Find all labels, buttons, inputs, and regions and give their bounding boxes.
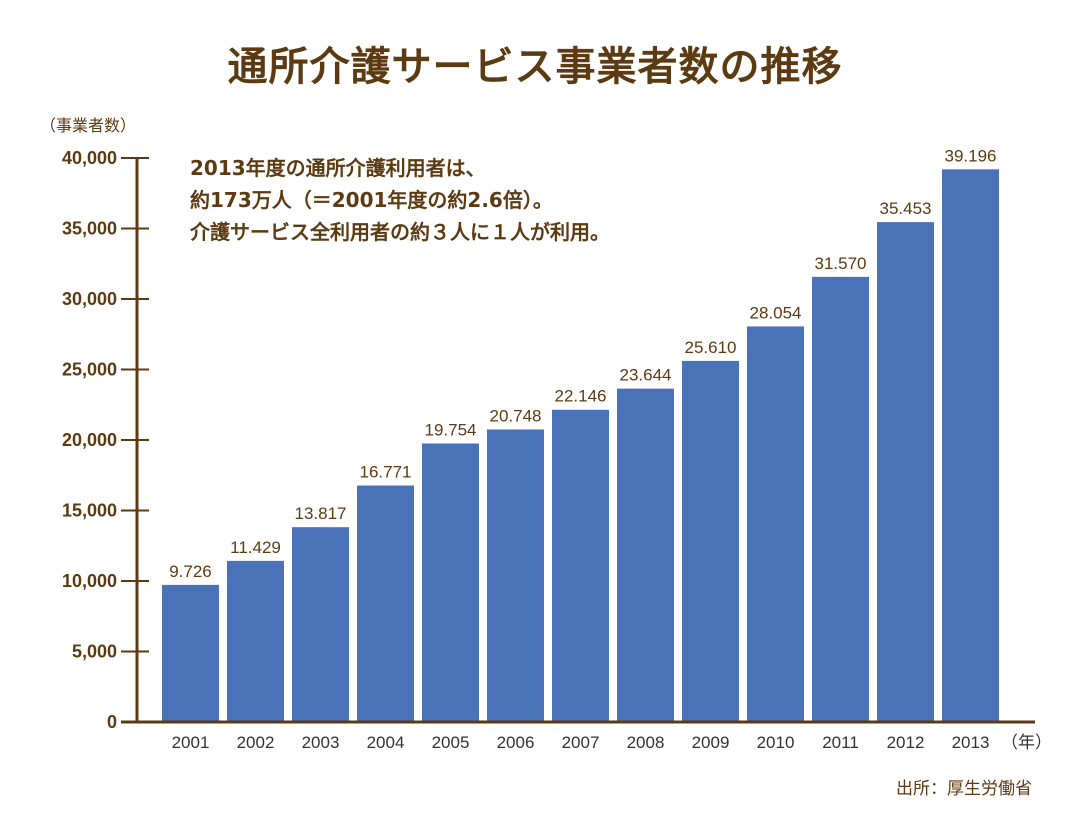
bar-2010 xyxy=(747,326,804,722)
data-label-2010: 28.054 xyxy=(750,303,802,322)
data-label-2012: 35.453 xyxy=(880,199,932,218)
y-tick-label-30000: 30,000 xyxy=(62,289,117,309)
bar-2003 xyxy=(292,527,349,722)
data-label-2004: 16.771 xyxy=(360,463,412,482)
x-tick-label-2008: 2008 xyxy=(627,733,665,752)
bar-2001 xyxy=(162,584,219,722)
bar-2008 xyxy=(617,388,674,722)
bar-2006 xyxy=(487,429,544,722)
bar-2004 xyxy=(357,485,414,722)
data-label-2006: 20.748 xyxy=(490,406,542,425)
x-tick-label-2012: 2012 xyxy=(887,733,925,752)
data-label-2003: 13.817 xyxy=(295,504,347,523)
annotation-line-3: 介護サービス全利用者の約３人に１人が利用。 xyxy=(190,220,610,244)
data-label-2005: 19.754 xyxy=(425,420,477,439)
bar-2007 xyxy=(552,409,609,722)
y-tick-label-20000: 20,000 xyxy=(62,430,117,450)
x-tick-label-2006: 2006 xyxy=(497,733,535,752)
x-axis-label: （年） xyxy=(1001,733,1052,752)
y-tick-label-25000: 25,000 xyxy=(62,360,117,380)
bar-2011 xyxy=(812,276,869,722)
source-note: 出所：厚生労働省 xyxy=(896,779,1032,799)
bar-2012 xyxy=(877,222,934,722)
y-tick-label-15000: 15,000 xyxy=(62,501,117,521)
data-label-2002: 11.429 xyxy=(230,538,281,557)
x-tick-label-2007: 2007 xyxy=(562,733,600,752)
x-tick-label-2009: 2009 xyxy=(692,733,730,752)
y-tick-label-40000: 40,000 xyxy=(62,148,117,168)
x-tick-label-2003: 2003 xyxy=(302,733,340,752)
chart-title: 通所介護サービス事業者数の推移 xyxy=(227,44,843,90)
data-label-2009: 25.610 xyxy=(685,338,737,357)
bar-2002 xyxy=(227,560,284,722)
bar-2005 xyxy=(422,443,479,722)
annotation-line-2: 約173万人（＝2001年度の約2.6倍）。 xyxy=(190,188,553,212)
x-tick-label-2002: 2002 xyxy=(237,733,275,752)
data-label-2001: 9.726 xyxy=(169,562,212,581)
y-axis-label: （事業者数） xyxy=(40,116,137,135)
data-label-2013: 39.196 xyxy=(945,146,997,165)
y-tick-label-5000: 5,000 xyxy=(72,642,117,662)
bar-2013 xyxy=(942,169,999,722)
x-tick-label-2001: 2001 xyxy=(172,733,210,752)
data-label-2008: 23.644 xyxy=(620,366,672,385)
annotation-box: 2013年度の通所介護利用者は、 約173万人（＝2001年度の約2.6倍）。 … xyxy=(190,152,610,248)
x-tick-label-2011: 2011 xyxy=(822,733,859,752)
data-label-2011: 31.570 xyxy=(815,254,867,273)
annotation-line-1: 2013年度の通所介護利用者は、 xyxy=(190,156,486,180)
x-tick-label-2013: 2013 xyxy=(952,733,990,752)
bar-2009 xyxy=(682,360,739,722)
x-tick-label-2010: 2010 xyxy=(757,733,795,752)
y-tick-label-0: 0 xyxy=(107,712,117,732)
y-tick-label-10000: 10,000 xyxy=(62,571,117,591)
x-tick-label-2005: 2005 xyxy=(432,733,470,752)
x-tick-label-2004: 2004 xyxy=(367,733,405,752)
data-label-2007: 22.146 xyxy=(555,387,607,406)
y-tick-label-35000: 35,000 xyxy=(62,219,117,239)
